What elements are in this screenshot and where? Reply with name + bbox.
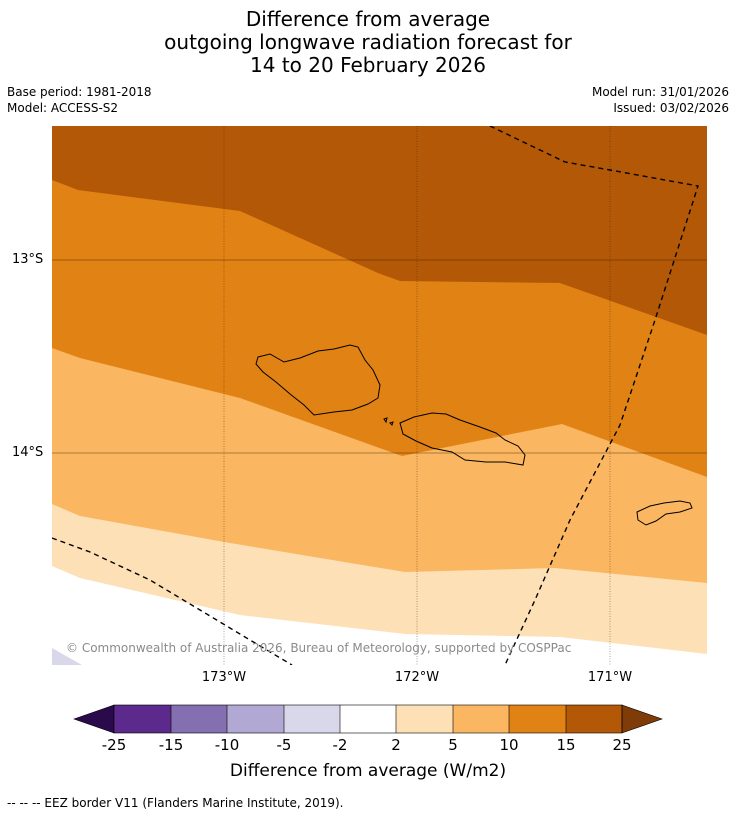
colorbar-tick: 25 [612, 736, 632, 754]
band-minus-2-5 [52, 648, 82, 665]
model-name: Model: ACCESS-S2 [7, 101, 119, 115]
colorbar-tick: 10 [499, 736, 519, 754]
colorbar [73, 704, 663, 734]
lon-label-171w: 171°W [587, 670, 633, 685]
colorbar-bin-9 [566, 705, 622, 733]
coastlines [255, 344, 693, 526]
colorbar-bin-3 [227, 705, 284, 733]
colorbar-tick: -5 [276, 736, 292, 754]
colorbar-tick: -15 [158, 736, 184, 754]
manono-island [383, 417, 388, 424]
colorbar-tick: 2 [391, 736, 401, 754]
lon-label-173w: 173°W [201, 670, 247, 685]
colorbar-bin-2 [171, 705, 227, 733]
band-neutral [52, 566, 707, 665]
colorbar-bin-1 [114, 705, 171, 733]
title-line-2: outgoing longwave radiation forecast for [164, 30, 572, 54]
map-title: Difference from average outgoing longwav… [0, 8, 736, 77]
lat-label-14s: 14°S [12, 445, 44, 460]
colorbar-tick: -2 [332, 736, 348, 754]
base-period: Base period: 1981-2018 [7, 85, 152, 99]
tutuila-island [636, 500, 693, 526]
upolu-island [399, 412, 526, 466]
colorbar-bin-8 [509, 705, 566, 733]
colorbar-tick: -10 [214, 736, 240, 754]
model-run: Model run: 31/01/2026 [591, 85, 729, 99]
gridlines [52, 259, 707, 454]
lat-label-13s: 13°S [12, 252, 44, 267]
eez-footnote: -- -- -- EEZ border V11 (Flanders Marine… [7, 796, 344, 810]
colorbar-tick: 5 [448, 736, 458, 754]
colorbar-outline [113, 704, 623, 734]
savaii-island [255, 344, 381, 416]
colorbar-bin-5 [340, 705, 396, 733]
colorbar-tick: 15 [556, 736, 576, 754]
map-contours [52, 126, 707, 665]
colorbar-bin-7 [453, 705, 509, 733]
eez-border-southwest [52, 537, 293, 665]
eez-border [52, 126, 699, 665]
colorbar-bin-6 [396, 705, 453, 733]
title-line-3: 14 to 20 February 2026 [250, 53, 486, 77]
apolima-island [389, 421, 394, 426]
colorbar-extend-low [73, 704, 115, 734]
meta-right: Model run: 31/01/2026 Issued: 03/02/2026 [592, 84, 729, 116]
colorbar-tick: -25 [101, 736, 127, 754]
colorbar-bin-4 [284, 705, 340, 733]
meta-left: Base period: 1981-2018 Model: ACCESS-S2 [7, 84, 152, 116]
issued-date: Issued: 03/02/2026 [613, 101, 729, 115]
colorbar-extend-high [621, 704, 663, 734]
colorbar-label: Difference from average (W/m2) [229, 761, 507, 781]
lon-label-172w: 172°W [394, 670, 440, 685]
title-line-1: Difference from average [245, 7, 491, 31]
copyright-notice: © Commonwealth of Australia 2026, Bureau… [66, 641, 572, 655]
